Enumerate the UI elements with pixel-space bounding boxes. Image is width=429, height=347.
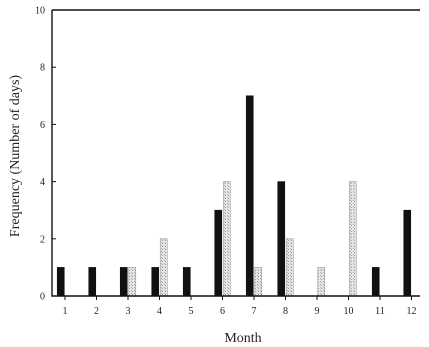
bar-series-1-month-7: [245, 95, 254, 297]
bar-series-1-month-8: [277, 181, 286, 297]
x-tick-label: 2: [94, 306, 99, 317]
y-tick-label: 8: [40, 63, 45, 74]
y-tick-label: 4: [40, 177, 45, 188]
y-tick-label: 0: [40, 292, 45, 303]
x-tick-label: 4: [157, 306, 162, 317]
bar-series-1-month-12: [403, 209, 412, 297]
bar-series-2-month-6: [222, 181, 231, 297]
bars: [56, 95, 412, 297]
plot-frame: [51, 9, 420, 297]
x-tick-label: 10: [344, 306, 354, 317]
y-axis-title: Frequency (Number of days): [8, 75, 23, 237]
x-tick-label: 8: [283, 306, 288, 317]
x-tick-label: 3: [126, 306, 131, 317]
x-tick-label: 5: [189, 306, 194, 317]
y-tick-label: 10: [35, 6, 45, 17]
bar-series-1-month-1: [56, 267, 65, 297]
y-tick-label: 2: [40, 234, 45, 245]
x-axis-ticks: 1 2 3 4 5 6 7 8 9 10 11 12: [63, 296, 417, 317]
x-tick-label: 6: [220, 306, 225, 317]
bar-series-2-month-7: [254, 267, 263, 297]
bar-series-2-month-4: [159, 238, 168, 297]
bar-series-1-month-4: [151, 267, 160, 297]
bar-series-2-month-8: [285, 238, 294, 297]
x-tick-label: 11: [375, 306, 385, 317]
bar-series-2-month-3: [128, 267, 137, 297]
x-tick-label: 9: [315, 306, 320, 317]
y-axis-ticks: 0 2 4 6 8 10: [35, 6, 56, 303]
bar-series-2-month-10: [348, 181, 357, 297]
bar-series-1-month-3: [119, 267, 128, 297]
bar-series-1-month-11: [371, 267, 380, 297]
bar-series-1-month-5: [182, 267, 191, 297]
x-tick-label: 1: [63, 306, 68, 317]
bar-series-1-month-6: [214, 209, 223, 297]
bar-series-2-month-9: [317, 267, 326, 297]
x-tick-label: 7: [252, 306, 257, 317]
x-axis-title: Month: [224, 331, 261, 346]
x-tick-label: 12: [407, 306, 417, 317]
bar-series-1-month-2: [88, 267, 97, 297]
y-tick-label: 6: [40, 120, 45, 131]
